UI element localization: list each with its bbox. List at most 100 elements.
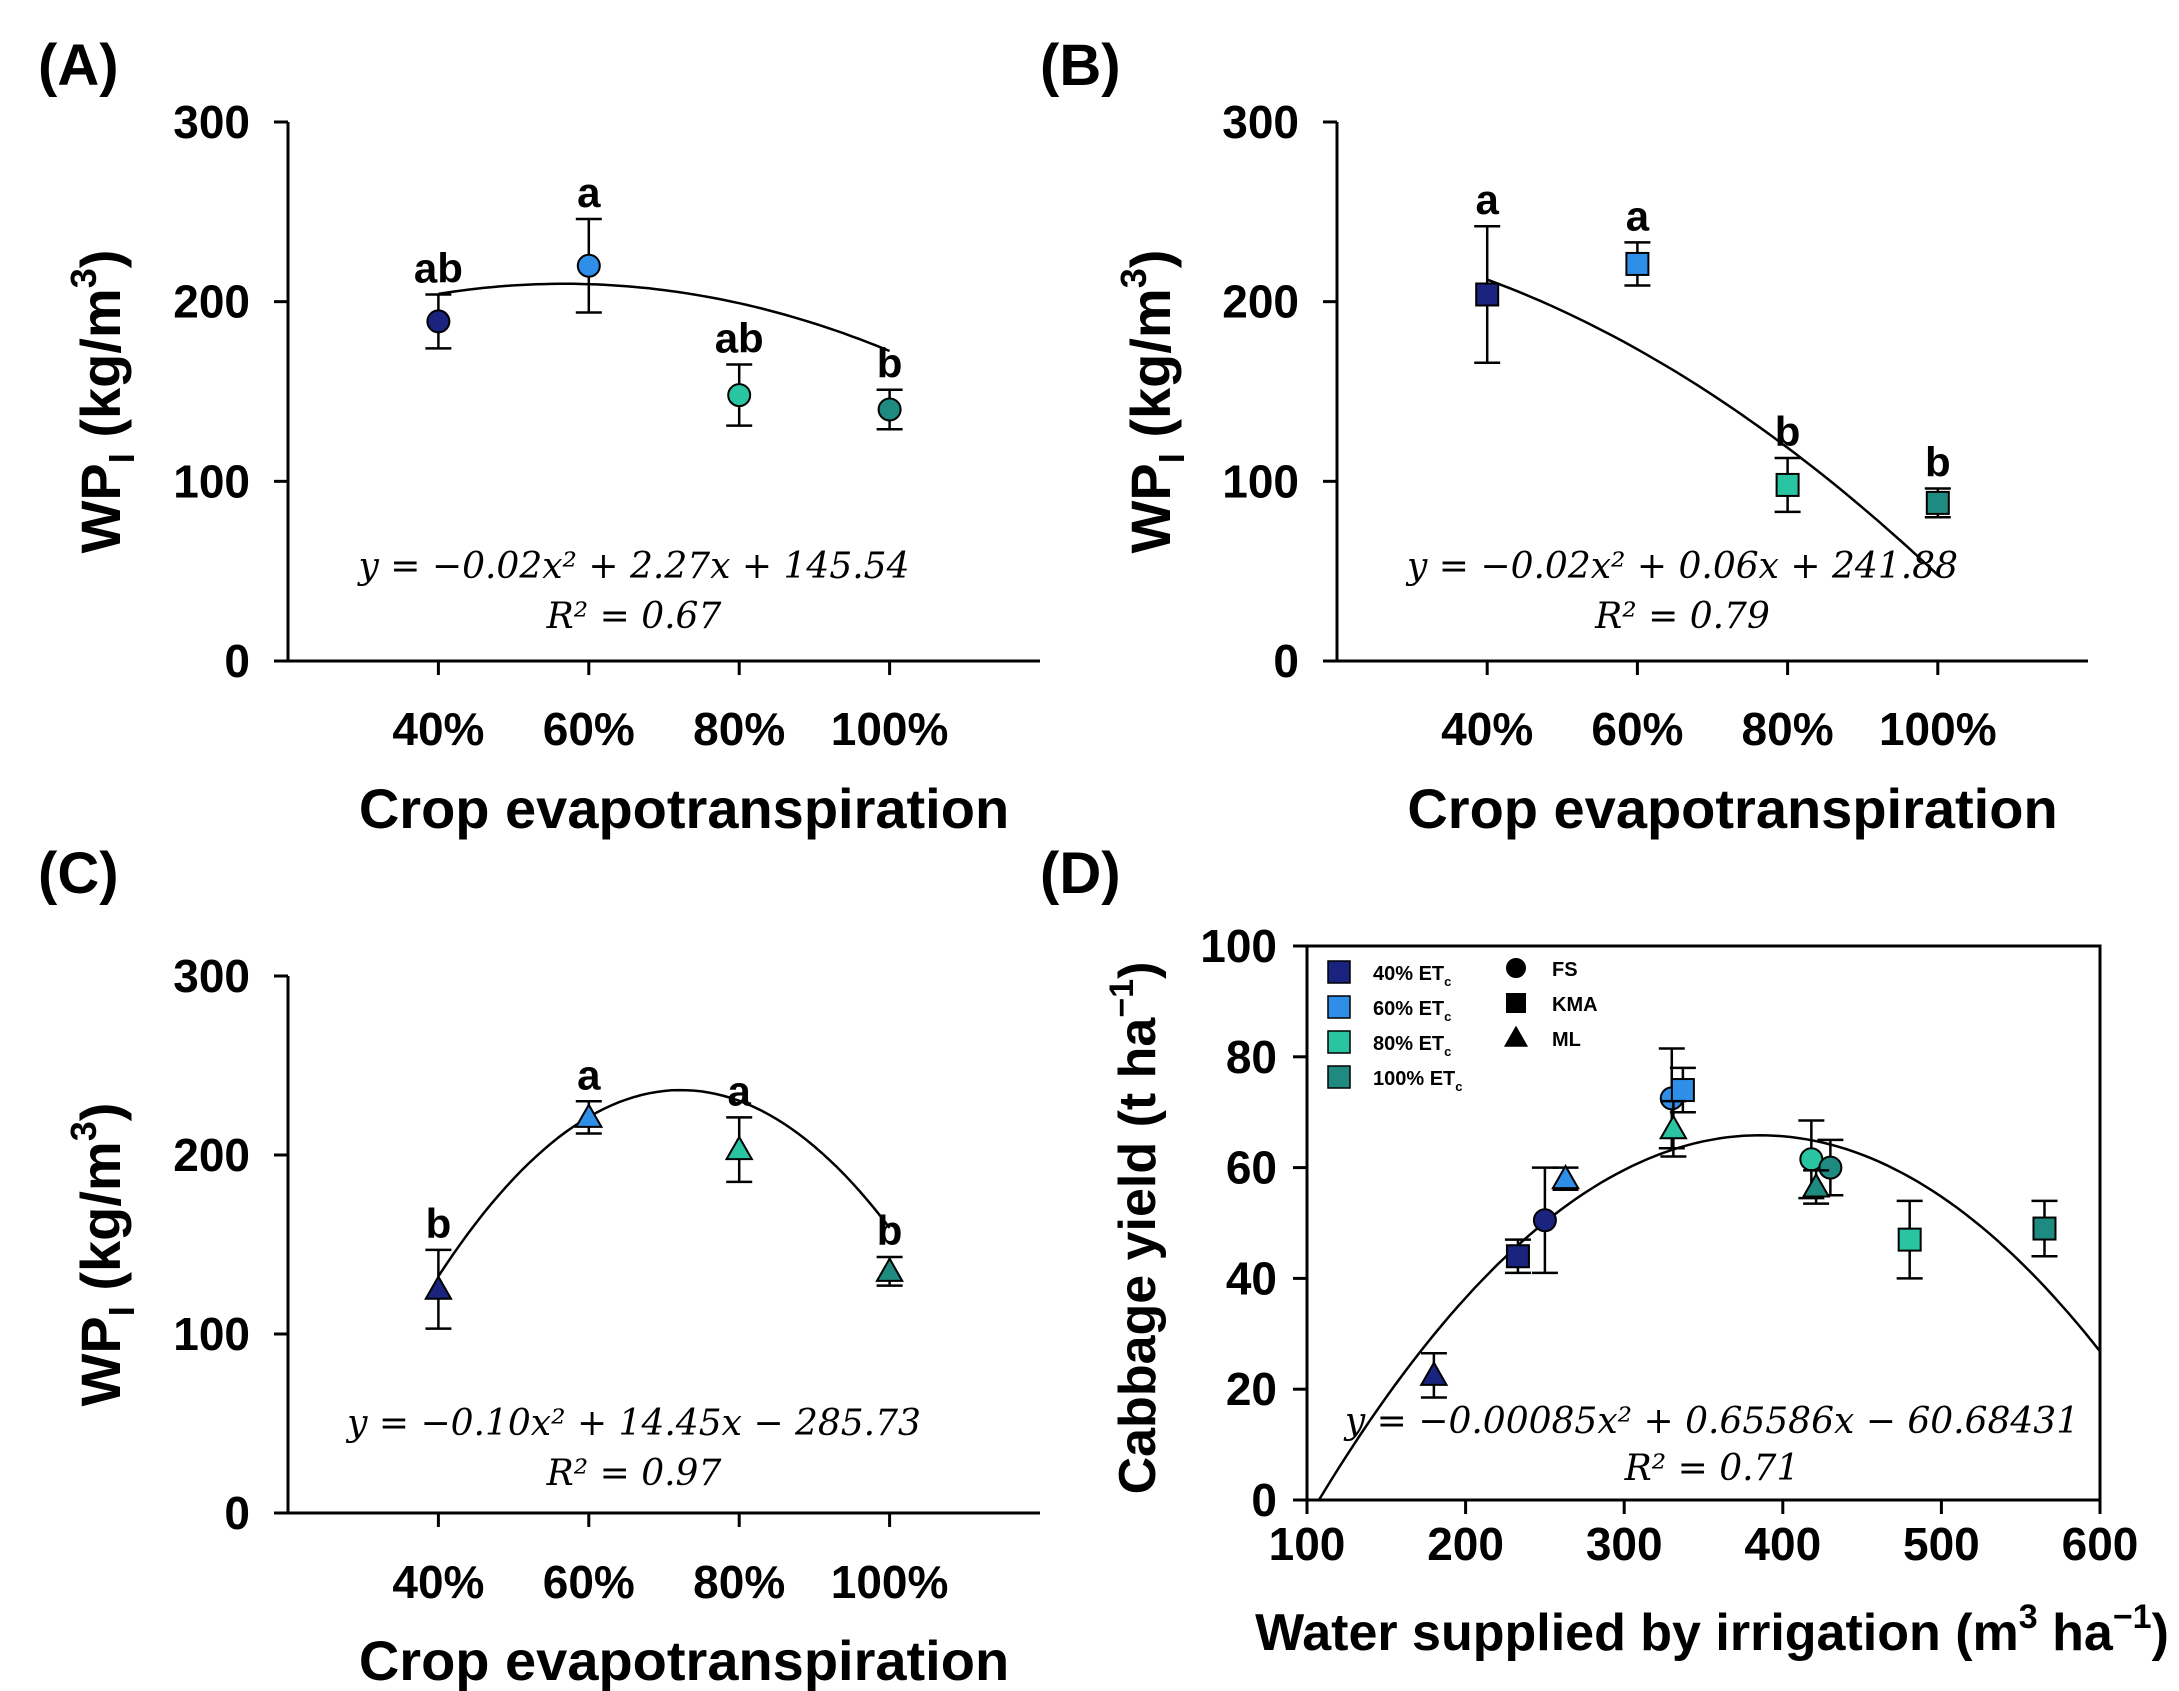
x-tick-label: 100% xyxy=(1879,703,1997,755)
y-axis-label: WPI (kg/m3) xyxy=(63,250,142,554)
data-point xyxy=(2032,1216,2057,1241)
y-tick-label: 80 xyxy=(1226,1031,1277,1083)
r-squared: R² = 0.79 xyxy=(1594,596,1770,637)
panel-a: (A) 0 100 200 300 40% 60% 80% 100% Crop evapotran… xyxy=(38,33,1040,840)
y-tick-label: 100 xyxy=(173,1308,250,1360)
panel-label: (A) xyxy=(38,33,119,98)
x-tick-label: 80% xyxy=(693,1556,785,1608)
x-tick-label: 80% xyxy=(1742,703,1834,755)
x-tick-label: 500 xyxy=(1903,1518,1980,1570)
y-tick-label: 20 xyxy=(1226,1363,1277,1415)
legend-marker xyxy=(1503,1025,1529,1047)
x-tick-label: 300 xyxy=(1586,1518,1663,1570)
data-point xyxy=(1775,472,1800,497)
x-axis-label: Crop evapotranspiration xyxy=(359,777,1009,840)
significance-letter: a xyxy=(1476,176,1500,223)
x-axis-label: Crop evapotranspiration xyxy=(359,1629,1009,1691)
x-tick-label: 60% xyxy=(1591,703,1683,755)
fit-equation: y = −0.10x² + 14.45x − 285.73 xyxy=(345,1403,921,1444)
data-point xyxy=(1658,1114,1688,1140)
significance-letter: a xyxy=(1626,192,1650,239)
y-tick-label: 40 xyxy=(1226,1252,1277,1304)
data-point xyxy=(426,309,451,334)
significance-letter: b xyxy=(877,1207,903,1254)
data-point xyxy=(1670,1078,1695,1103)
panel-label: (C) xyxy=(38,841,119,906)
y-tick-label: 200 xyxy=(1222,276,1299,328)
y-tick-label: 300 xyxy=(173,950,250,1002)
x-tick-label: 40% xyxy=(392,703,484,755)
x-tick-label: 200 xyxy=(1427,1518,1504,1570)
data-point xyxy=(1925,490,1950,515)
legend-swatch xyxy=(1327,995,1351,1019)
fit-curve xyxy=(1486,278,1939,576)
y-axis-label: WPI (kg/m3) xyxy=(1113,250,1192,554)
plot-frame xyxy=(1305,944,2102,1502)
y-tick-label: 0 xyxy=(224,1487,250,1539)
y-tick-label: 300 xyxy=(1222,96,1299,148)
y-tick-label: 0 xyxy=(1273,635,1299,687)
r-squared: R² = 0.67 xyxy=(546,596,722,637)
significance-letter: ab xyxy=(414,244,463,291)
legend-swatch xyxy=(1327,1030,1351,1054)
legend-label: KMA xyxy=(1552,994,1598,1016)
legend-label: 80% ETc xyxy=(1373,1033,1451,1059)
significance-letter: b xyxy=(1775,408,1801,455)
y-tick-label: 100 xyxy=(1200,920,1277,972)
x-tick-label: 80% xyxy=(693,703,785,755)
y-tick-label: 100 xyxy=(173,455,250,507)
significance-letter: b xyxy=(426,1200,452,1247)
x-tick-label: 100% xyxy=(831,703,949,755)
panel-label: (B) xyxy=(1040,33,1121,98)
x-tick-label: 60% xyxy=(543,703,635,755)
x-tick-label: 100% xyxy=(831,1556,949,1608)
legend-swatch xyxy=(1327,960,1351,984)
data-point xyxy=(424,1274,453,1300)
data-point xyxy=(724,1134,754,1161)
fit-equation: y = −0.00085x² + 0.65586x − 60.68431 xyxy=(1343,1401,2079,1442)
data-point xyxy=(1419,1360,1449,1386)
significance-letter: ab xyxy=(715,315,764,362)
data-point xyxy=(1532,1208,1557,1233)
legend-label: 100% ETc xyxy=(1373,1068,1463,1094)
panel-b: (B) 0 100 200 300 40% 60% 80% 100% Crop evapotran… xyxy=(1040,33,2088,840)
data-point xyxy=(1801,1172,1831,1198)
r-squared: R² = 0.71 xyxy=(1624,1448,1800,1489)
x-axis-label: Crop evapotranspiration xyxy=(1407,777,2057,840)
data-point xyxy=(1897,1227,1922,1252)
data-point xyxy=(1625,251,1650,276)
y-axis-label: Cabbage yield (t ha−1) xyxy=(1103,962,1167,1495)
r-squared: R² = 0.97 xyxy=(546,1453,722,1494)
significance-letter: a xyxy=(577,1051,601,1098)
panel-label: (D) xyxy=(1040,841,1121,906)
fit-equation: y = −0.02x² + 0.06x + 241.88 xyxy=(1405,546,1958,587)
fit-curve xyxy=(1317,1134,2100,1500)
x-tick-label: 600 xyxy=(2062,1518,2139,1570)
panel-d: (D) 0 20 40 60 80 100 100 200 300 400 500 600 Water s… xyxy=(1040,841,2169,1662)
x-tick-label: 60% xyxy=(543,1556,635,1608)
legend-marker xyxy=(1506,958,1526,978)
x-tick-label: 100 xyxy=(1269,1518,1346,1570)
fit-equation: y = −0.02x² + 2.27x + 145.54 xyxy=(357,546,910,587)
x-tick-label: 400 xyxy=(1744,1518,1821,1570)
x-axis-label: Water supplied by irrigation (m3 ha−1) xyxy=(1255,1598,2169,1662)
panel-c: (C) 0 100 200 300 40% 60% 80% 100% Crop evapotran… xyxy=(38,841,1040,1691)
fit-curve xyxy=(437,1088,891,1277)
significance-letter: b xyxy=(877,340,903,387)
significance-letter: a xyxy=(577,169,601,216)
x-tick-label: 40% xyxy=(392,1556,484,1608)
significance-letter: a xyxy=(728,1067,752,1114)
legend-label: 40% ETc xyxy=(1373,963,1451,989)
data-point xyxy=(574,1102,604,1128)
legend-label: ML xyxy=(1552,1029,1581,1051)
y-tick-label: 0 xyxy=(224,635,250,687)
data-point xyxy=(1818,1155,1843,1180)
data-point xyxy=(1475,282,1500,307)
x-tick-label: 40% xyxy=(1441,703,1533,755)
y-tick-label: 60 xyxy=(1226,1142,1277,1194)
data-point xyxy=(877,397,902,422)
significance-letter: b xyxy=(1925,439,1951,486)
legend-label: FS xyxy=(1552,959,1578,981)
data-point xyxy=(576,253,601,278)
fit-curve xyxy=(438,282,891,353)
